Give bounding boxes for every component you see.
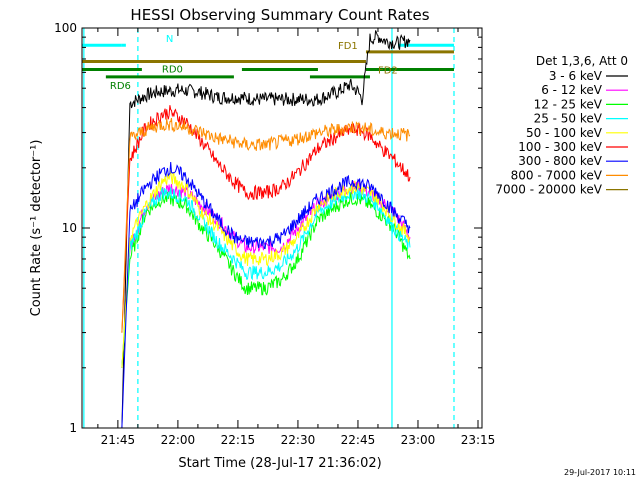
plot-area (82, 28, 482, 428)
legend-label-3: 25 - 50 keV (534, 112, 603, 126)
legend-label-7: 800 - 7000 keV (511, 168, 603, 182)
legend-label-2: 12 - 25 keV (534, 97, 603, 111)
y-axis-label: Count Rate (s⁻¹ detector⁻¹) (29, 140, 44, 317)
flag-lines: N FD1 FD2 RD0 RD6 (81, 34, 454, 92)
y-tick-label-1: 10 (62, 221, 77, 235)
x-tick-label-3: 22:30 (281, 433, 316, 447)
y-tick-label-2: 100 (54, 21, 77, 35)
x-tick-label-1: 22:00 (161, 433, 196, 447)
legend-label-6: 300 - 800 keV (518, 154, 602, 168)
x-axis-label: Start Time (28-Jul-17 21:36:02) (178, 456, 381, 471)
flag-label-fd1: FD1 (338, 41, 358, 52)
series-line-6 (121, 161, 411, 429)
flag-label-rd6: RD6 (110, 81, 131, 92)
timestamp: 29-Jul-2017 10:11 (564, 468, 636, 477)
legend-label-4: 50 - 100 keV (526, 126, 603, 140)
plot-background (82, 28, 482, 428)
y-tick-label-0: 1 (69, 421, 77, 435)
series-line-0 (121, 30, 411, 429)
series-line-5 (121, 105, 411, 333)
flag-label-n: N (166, 34, 173, 45)
legend-title: Det 1,3,6, Att 0 (536, 54, 628, 68)
data-series (121, 30, 411, 429)
x-tick-label-0: 21:45 (101, 433, 136, 447)
chart-title: HESSI Observing Summary Count Rates (130, 6, 429, 24)
x-tick-label-2: 22:15 (221, 433, 256, 447)
legend-label-8: 7000 - 20000 keV (495, 183, 602, 197)
flag-label-fd2: FD2 (378, 65, 398, 76)
x-tick-label-6: 23:15 (461, 433, 496, 447)
legend-label-1: 6 - 12 keV (541, 83, 603, 97)
x-tick-label-4: 22:45 (341, 433, 376, 447)
x-tick-label-5: 23:00 (401, 433, 436, 447)
legend-label-5: 100 - 300 keV (518, 140, 602, 154)
axes: 21:45 22:00 22:15 22:30 22:45 23:00 23:15 1 10 10… (54, 21, 495, 447)
flag-label-rd0: RD0 (162, 65, 183, 76)
series-line-7 (121, 117, 411, 333)
legend-label-0: 3 - 6 keV (549, 69, 603, 83)
